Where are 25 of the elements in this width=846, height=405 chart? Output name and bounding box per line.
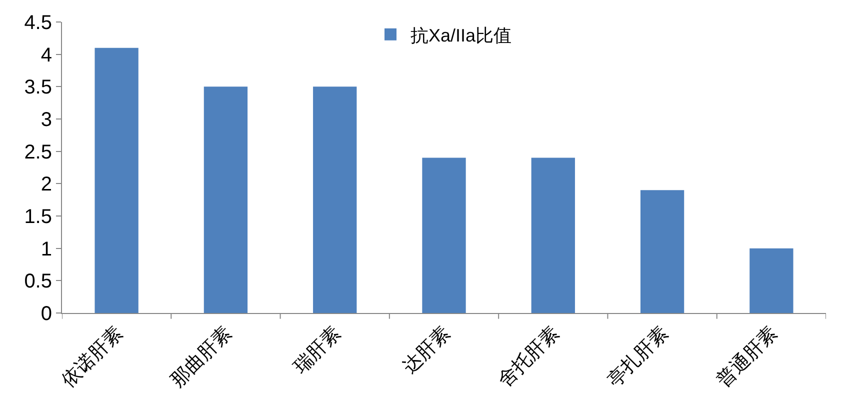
y-tick-label: 3	[40, 109, 52, 131]
x-tick-label: 依诺肝素	[58, 322, 127, 392]
x-tick-label: 亭扎肝素	[603, 322, 673, 392]
x-tick-label: 那曲肝素	[167, 322, 236, 392]
bar	[422, 158, 466, 313]
bar	[531, 158, 575, 313]
y-tick-label: 1.5	[24, 206, 52, 228]
bar	[313, 86, 357, 313]
bar	[204, 86, 248, 313]
bar	[94, 48, 138, 313]
x-tick-label: 瑞肝素	[290, 322, 346, 378]
y-tick-label: 2	[40, 174, 52, 196]
legend-label: 抗Xa/IIa比值	[410, 25, 512, 46]
y-tick-label: 2.5	[24, 141, 52, 164]
bar	[750, 248, 794, 313]
x-tick-label: 达肝素	[399, 322, 454, 378]
y-tick-label: 4.5	[24, 12, 52, 34]
x-tick-label: 舍托肝素	[494, 322, 564, 392]
y-tick-label: 1	[40, 238, 52, 260]
y-tick-label: 4	[40, 44, 52, 66]
y-tick-label: 0.5	[24, 270, 52, 293]
y-tick-label: 3.5	[24, 76, 52, 99]
y-tick-label: 0	[40, 303, 52, 325]
x-tick-label: 普通肝素	[712, 322, 782, 392]
bar	[640, 190, 684, 313]
